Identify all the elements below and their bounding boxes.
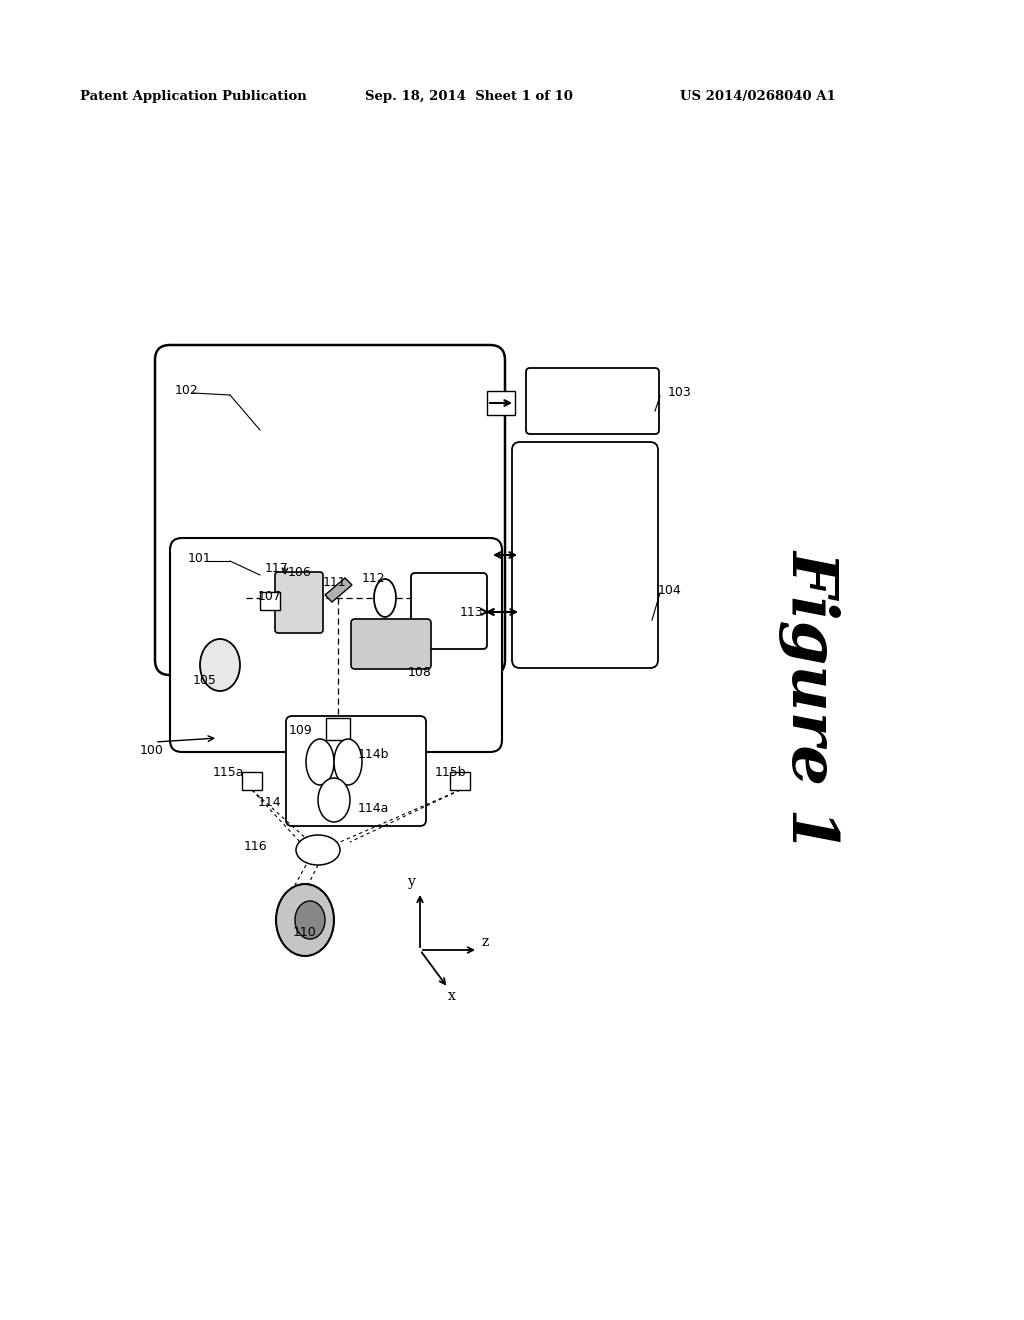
Ellipse shape — [276, 884, 334, 956]
Text: 113: 113 — [460, 606, 483, 619]
Text: Figure 1: Figure 1 — [779, 549, 841, 851]
Polygon shape — [325, 578, 352, 602]
Text: 112: 112 — [362, 572, 386, 585]
FancyBboxPatch shape — [275, 572, 323, 634]
Text: 103: 103 — [668, 387, 692, 400]
Text: Sep. 18, 2014  Sheet 1 of 10: Sep. 18, 2014 Sheet 1 of 10 — [365, 90, 572, 103]
FancyBboxPatch shape — [286, 715, 426, 826]
FancyBboxPatch shape — [170, 539, 502, 752]
Text: 106: 106 — [288, 566, 311, 579]
Text: 100: 100 — [140, 743, 164, 756]
FancyBboxPatch shape — [351, 619, 431, 669]
FancyBboxPatch shape — [512, 442, 658, 668]
Ellipse shape — [334, 739, 362, 785]
Text: 109: 109 — [289, 723, 312, 737]
Text: 110: 110 — [293, 925, 316, 939]
FancyBboxPatch shape — [155, 345, 505, 675]
Text: 107: 107 — [258, 590, 282, 602]
Text: US 2014/0268040 A1: US 2014/0268040 A1 — [680, 90, 836, 103]
Bar — [260, 591, 280, 610]
Text: 114: 114 — [258, 796, 282, 808]
Bar — [242, 772, 262, 789]
Text: 102: 102 — [175, 384, 199, 396]
Text: 104: 104 — [658, 583, 682, 597]
Ellipse shape — [200, 639, 240, 690]
FancyBboxPatch shape — [526, 368, 659, 434]
Text: 115a: 115a — [213, 766, 245, 779]
Text: 117: 117 — [265, 562, 289, 576]
Ellipse shape — [295, 902, 325, 939]
Ellipse shape — [306, 739, 334, 785]
Text: z: z — [482, 935, 489, 949]
Text: 105: 105 — [193, 673, 217, 686]
Bar — [487, 391, 515, 414]
Text: 114b: 114b — [358, 747, 389, 760]
Ellipse shape — [318, 777, 350, 822]
Bar — [326, 718, 350, 741]
Text: y: y — [408, 875, 416, 888]
Text: Patent Application Publication: Patent Application Publication — [80, 90, 307, 103]
Text: 101: 101 — [188, 552, 212, 565]
Text: 115b: 115b — [435, 766, 467, 779]
Text: 111: 111 — [323, 576, 347, 589]
Text: x: x — [449, 989, 456, 1003]
Text: 108: 108 — [408, 665, 432, 678]
FancyBboxPatch shape — [411, 573, 487, 649]
Ellipse shape — [296, 836, 340, 865]
Text: 116: 116 — [244, 841, 267, 854]
Ellipse shape — [374, 579, 396, 616]
Bar — [450, 772, 470, 789]
Text: 114a: 114a — [358, 801, 389, 814]
